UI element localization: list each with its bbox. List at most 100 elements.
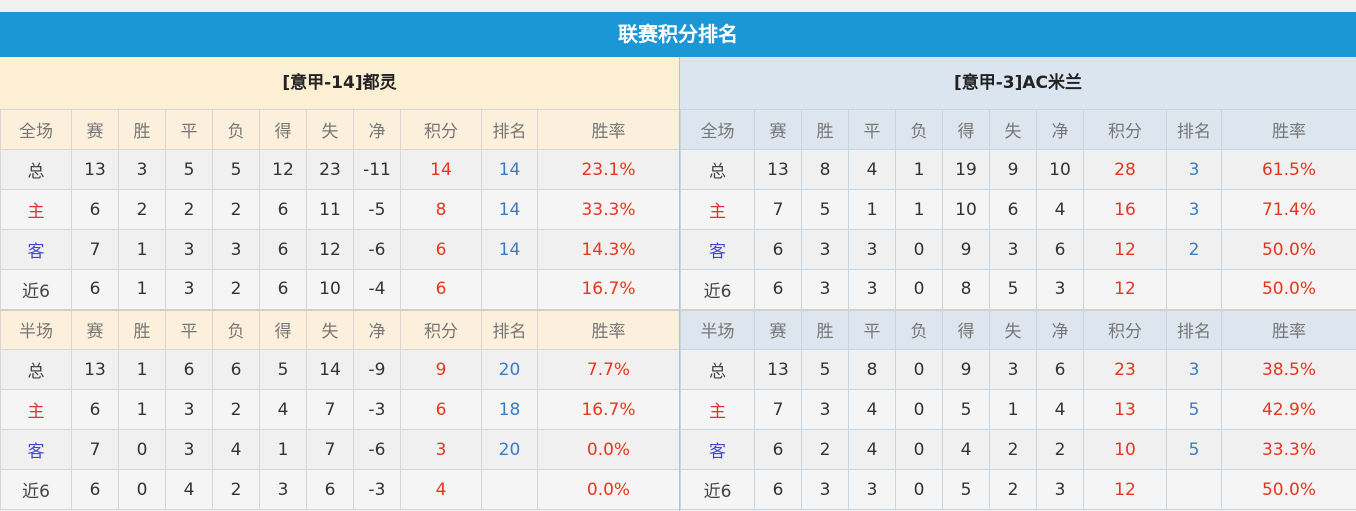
- cell-played: 6: [754, 269, 802, 310]
- table-row: 主 7 5 1 1 10 6 4 16 3 71.4%: [680, 189, 1356, 230]
- cell-points: 6: [400, 389, 482, 430]
- cell-label: 总: [0, 149, 72, 190]
- table-row: 总 13 5 8 0 9 3 6 23 3 38.5%: [680, 349, 1356, 390]
- cell-rank: 14: [481, 149, 538, 190]
- header-won: 胜: [118, 308, 166, 350]
- header-played: 赛: [754, 308, 802, 350]
- cell-won: 1: [118, 269, 166, 310]
- header-label: 半场: [680, 308, 755, 350]
- cell-lost: 0: [895, 389, 943, 430]
- header-goals-against: 失: [989, 308, 1037, 350]
- cell-lost: 2: [212, 189, 260, 230]
- cell-played: 13: [754, 149, 802, 190]
- table-row: 总 13 1 6 6 5 14 -9 9 20 7.7%: [0, 349, 680, 390]
- cell-played: 6: [71, 469, 119, 510]
- cell-goals-against: 12: [306, 229, 354, 270]
- cell-goal-diff: 6: [1036, 349, 1084, 390]
- cell-played: 13: [754, 349, 802, 390]
- cell-won: 3: [801, 389, 849, 430]
- cell-win-rate: 23.1%: [537, 149, 680, 190]
- cell-won: 5: [801, 189, 849, 230]
- cell-win-rate: 33.3%: [1221, 429, 1356, 470]
- cell-drawn: 3: [165, 389, 213, 430]
- cell-goal-diff: -3: [353, 469, 401, 510]
- cell-points: 10: [1083, 429, 1167, 470]
- cell-goals-for: 9: [942, 349, 990, 390]
- cell-goal-diff: 2: [1036, 429, 1084, 470]
- header-goal-diff: 净: [1036, 109, 1084, 150]
- cell-label: 主: [680, 389, 755, 430]
- cell-win-rate: 71.4%: [1221, 189, 1356, 230]
- cell-rank: [481, 269, 538, 310]
- cell-rank: 5: [1166, 389, 1222, 430]
- cell-won: 1: [118, 389, 166, 430]
- header-win-rate: 胜率: [537, 109, 680, 150]
- cell-rank: 18: [481, 389, 538, 430]
- cell-drawn: 3: [165, 429, 213, 470]
- cell-goals-against: 9: [989, 149, 1037, 190]
- standings-title: 联赛积分排名: [0, 12, 1356, 57]
- cell-won: 3: [801, 469, 849, 510]
- cell-label: 近6: [680, 469, 755, 510]
- cell-goal-diff: -11: [353, 149, 401, 190]
- away-team-panel: [意甲-3]AC米兰 全场赛胜平负得失净积分 排名 胜率总 13 8 4 1 19 9 10 28 3…: [679, 57, 1356, 511]
- cell-won: 3: [801, 269, 849, 310]
- cell-points: 12: [1083, 269, 1167, 310]
- cell-lost: 3: [212, 229, 260, 270]
- header-goals-for: 得: [259, 109, 307, 150]
- cell-lost: 1: [895, 189, 943, 230]
- header-drawn: 平: [848, 109, 896, 150]
- cell-win-rate: 42.9%: [1221, 389, 1356, 430]
- cell-label: 近6: [0, 469, 72, 510]
- cell-goals-against: 1: [989, 389, 1037, 430]
- cell-played: 6: [754, 469, 802, 510]
- cell-lost: 2: [212, 389, 260, 430]
- header-goals-for: 得: [259, 308, 307, 350]
- cell-drawn: 3: [165, 269, 213, 310]
- header-lost: 负: [895, 308, 943, 350]
- header-points: 积分: [400, 308, 482, 350]
- cell-drawn: 1: [848, 189, 896, 230]
- standings-table: 全场赛胜平负得失净积分 排名 胜率总 13 3 5 5 12 23 -11 14 14 23.1% 主 6 2…: [0, 109, 680, 510]
- table-row: 总 13 3 5 5 12 23 -11 14 14 23.1%: [0, 149, 680, 190]
- cell-lost: 6: [212, 349, 260, 390]
- cell-rank: 2: [1166, 229, 1222, 270]
- cell-lost: 4: [212, 429, 260, 470]
- cell-goals-against: 5: [989, 269, 1037, 310]
- header-goals-against: 失: [989, 109, 1037, 150]
- header-rank: 排名: [1166, 308, 1222, 350]
- header-label: 半场: [0, 308, 72, 350]
- table-row: 主 7 3 4 0 5 1 4 13 5 42.9%: [680, 389, 1356, 430]
- header-win-rate: 胜率: [1221, 109, 1356, 150]
- cell-goals-against: 2: [989, 469, 1037, 510]
- cell-goals-against: 11: [306, 189, 354, 230]
- header-lost: 负: [212, 109, 260, 150]
- cell-goals-for: 1: [259, 429, 307, 470]
- header-label: 全场: [0, 109, 72, 150]
- header-played: 赛: [71, 109, 119, 150]
- cell-rank: 20: [481, 429, 538, 470]
- header-goals-against: 失: [306, 308, 354, 350]
- table-row: 客 6 2 4 0 4 2 2 10 5 33.3%: [680, 429, 1356, 470]
- cell-win-rate: 16.7%: [537, 389, 680, 430]
- cell-drawn: 8: [848, 349, 896, 390]
- header-lost: 负: [895, 109, 943, 150]
- cell-win-rate: 50.0%: [1221, 469, 1356, 510]
- cell-won: 8: [801, 149, 849, 190]
- column-header-row: 全场赛胜平负得失净积分 排名 胜率: [680, 109, 1356, 150]
- cell-win-rate: 0.0%: [537, 469, 680, 510]
- column-header-row: 半场赛胜平负得失净积分 排名 胜率: [680, 308, 1356, 350]
- cell-rank: 14: [481, 189, 538, 230]
- cell-rank: 14: [481, 229, 538, 270]
- header-win-rate: 胜率: [537, 308, 680, 350]
- cell-label: 主: [680, 189, 755, 230]
- cell-goals-for: 12: [259, 149, 307, 190]
- cell-played: 6: [754, 429, 802, 470]
- cell-goal-diff: -6: [353, 229, 401, 270]
- cell-lost: 2: [212, 269, 260, 310]
- cell-goal-diff: 4: [1036, 389, 1084, 430]
- header-goal-diff: 净: [353, 109, 401, 150]
- cell-win-rate: 7.7%: [537, 349, 680, 390]
- cell-won: 3: [801, 229, 849, 270]
- header-drawn: 平: [848, 308, 896, 350]
